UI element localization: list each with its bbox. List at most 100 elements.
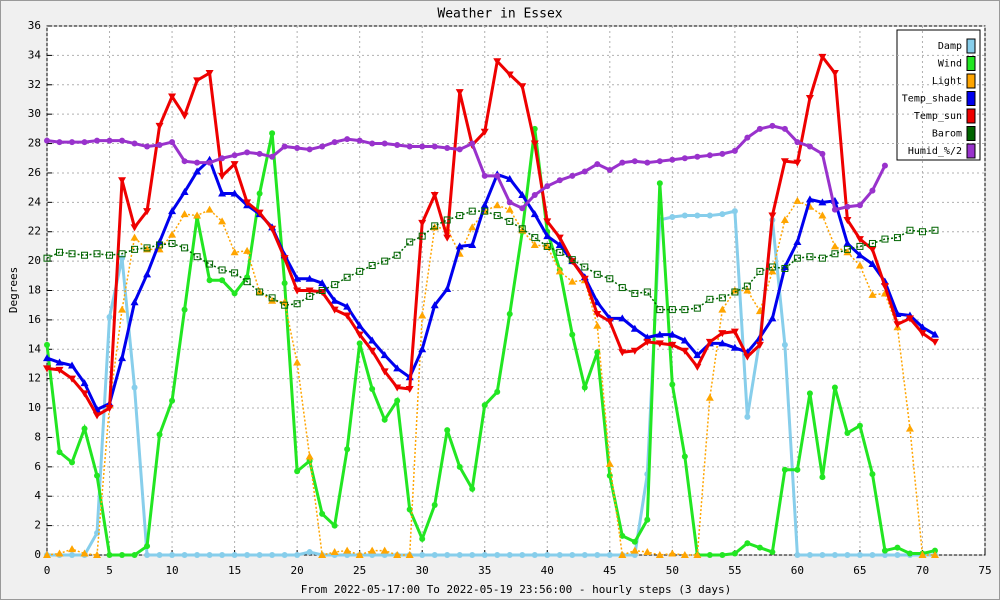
point — [294, 468, 301, 475]
point — [231, 269, 239, 277]
point — [794, 466, 801, 473]
point — [206, 277, 213, 284]
point — [293, 287, 302, 295]
point — [180, 112, 189, 120]
point — [819, 474, 826, 481]
point — [906, 550, 913, 557]
legend-swatch — [966, 126, 976, 141]
point — [156, 552, 163, 558]
point — [293, 358, 302, 366]
point — [506, 311, 513, 318]
point — [268, 296, 277, 304]
point — [230, 248, 239, 256]
point — [431, 222, 439, 230]
x-tick-label: 60 — [791, 564, 804, 577]
point — [719, 211, 726, 218]
point — [255, 209, 264, 217]
point — [418, 311, 427, 319]
point — [380, 368, 389, 376]
point — [230, 189, 239, 197]
point — [431, 143, 438, 150]
point — [618, 349, 627, 357]
point — [380, 351, 389, 359]
point — [731, 208, 738, 215]
point — [130, 298, 139, 306]
point — [231, 290, 238, 297]
series-line — [46, 157, 936, 412]
point — [218, 217, 227, 225]
point — [606, 167, 613, 174]
legend-swatch — [966, 143, 976, 159]
point — [131, 140, 138, 147]
point — [693, 304, 701, 312]
point — [843, 239, 852, 247]
point — [118, 177, 127, 185]
point — [55, 366, 64, 374]
series-line — [46, 210, 936, 311]
point — [356, 340, 363, 347]
point — [94, 472, 101, 479]
point — [418, 219, 427, 227]
point — [131, 552, 138, 558]
point — [256, 150, 263, 157]
x-tick-label: 10 — [165, 564, 178, 577]
point — [230, 161, 239, 169]
point — [69, 459, 76, 466]
point — [43, 254, 51, 262]
point — [494, 172, 501, 179]
point — [781, 466, 788, 473]
y-tick-label: 2 — [34, 519, 41, 532]
point — [630, 546, 639, 554]
point — [744, 413, 751, 420]
point — [518, 83, 527, 91]
point — [905, 315, 914, 323]
point — [743, 286, 752, 294]
point — [605, 459, 614, 467]
point — [881, 162, 888, 169]
point — [680, 551, 689, 558]
point — [256, 190, 263, 197]
point — [419, 535, 426, 542]
point — [180, 210, 189, 218]
x-tick-label: 75 — [978, 564, 991, 577]
point — [206, 260, 214, 268]
point — [156, 431, 163, 438]
y-tick-label: 14 — [28, 342, 42, 355]
point — [206, 159, 213, 166]
point — [81, 251, 89, 259]
point — [405, 551, 414, 558]
point — [619, 159, 626, 166]
point — [105, 405, 114, 413]
point — [856, 552, 863, 558]
x-tick-label: 50 — [666, 564, 679, 577]
point — [118, 305, 127, 313]
point — [643, 333, 652, 341]
point — [656, 306, 664, 314]
point — [218, 172, 227, 180]
point — [106, 251, 114, 259]
point — [518, 225, 526, 233]
point — [381, 257, 389, 265]
point — [493, 212, 501, 220]
point — [618, 284, 626, 292]
point — [518, 190, 527, 198]
point — [331, 281, 339, 289]
point — [856, 202, 863, 209]
point — [531, 191, 538, 198]
point — [56, 248, 64, 256]
point — [68, 361, 77, 369]
point — [768, 267, 777, 275]
chart-title: Weather in Essex — [437, 7, 562, 22]
point — [781, 341, 788, 348]
point — [869, 187, 876, 194]
point — [418, 345, 427, 353]
point — [655, 551, 664, 558]
legend-swatch — [966, 73, 976, 89]
point — [269, 153, 276, 160]
point — [244, 149, 251, 156]
y-tick-label: 18 — [28, 284, 41, 297]
point — [680, 347, 689, 355]
point — [718, 294, 726, 302]
point — [681, 306, 689, 314]
point — [694, 212, 701, 219]
